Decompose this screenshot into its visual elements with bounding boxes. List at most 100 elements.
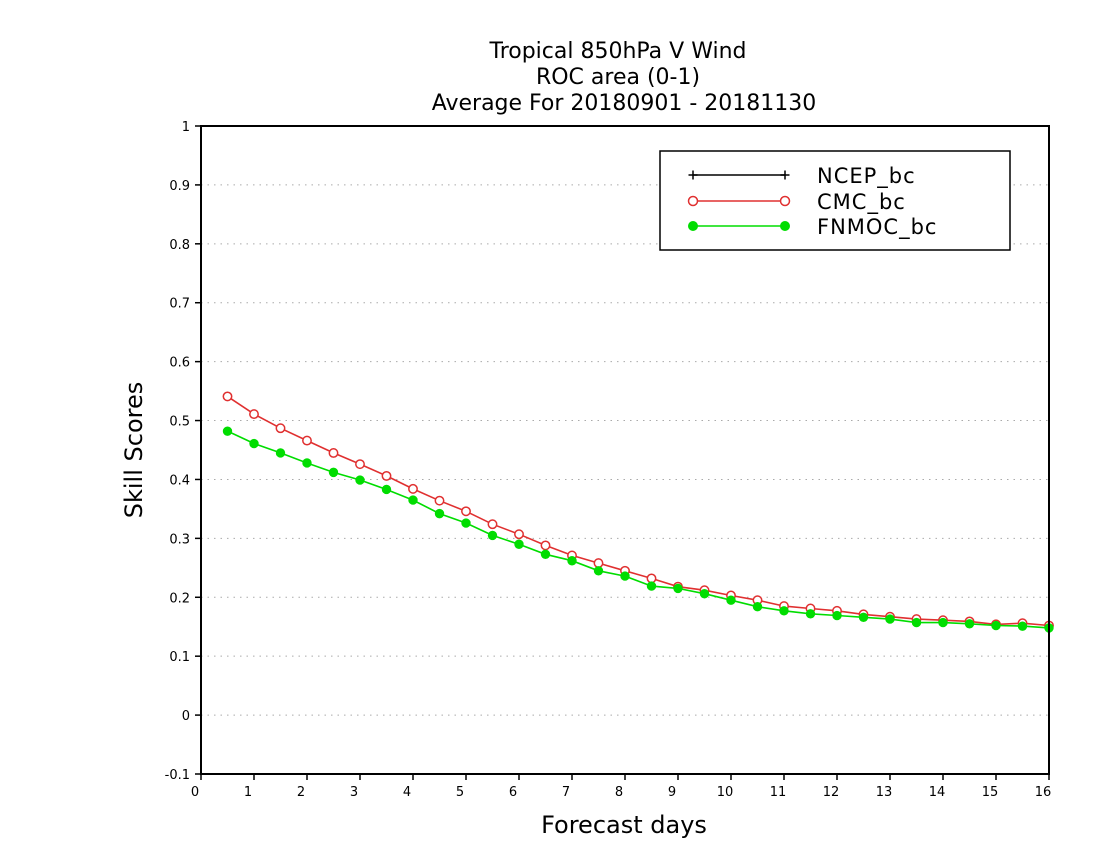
y-tick-label: 0.1 bbox=[169, 650, 190, 665]
axis-ticks: -0.100.10.20.30.40.50.60.70.80.910 1 2 3 4 5 6… bbox=[165, 120, 1052, 800]
data-point bbox=[249, 409, 259, 420]
data-point bbox=[408, 495, 418, 505]
data-point bbox=[222, 426, 233, 436]
x-tick-label: 6 bbox=[509, 785, 517, 800]
data-point bbox=[355, 459, 365, 470]
data-point bbox=[779, 195, 791, 207]
x-tick-label: 14 bbox=[929, 785, 946, 800]
legend-label: NCEP_bc bbox=[817, 164, 916, 189]
data-point bbox=[687, 195, 699, 207]
data-point bbox=[620, 571, 630, 581]
data-point bbox=[540, 549, 551, 559]
chart-title: Tropical 850hPa V Wind ROC area (0-1) Av… bbox=[432, 39, 817, 116]
data-point bbox=[328, 467, 339, 478]
data-point bbox=[688, 221, 698, 231]
data-point bbox=[434, 495, 445, 506]
data-point bbox=[275, 448, 286, 458]
x-tick-label: 0 bbox=[191, 785, 199, 800]
data-point bbox=[275, 423, 286, 434]
data-point bbox=[487, 519, 498, 530]
data-point bbox=[911, 617, 922, 628]
series-layer bbox=[222, 391, 1054, 633]
x-tick-label: 10 bbox=[717, 785, 734, 800]
legend-label: FNMOC_bc bbox=[817, 215, 937, 240]
data-point bbox=[434, 508, 445, 519]
y-tick-label: 0.6 bbox=[169, 356, 190, 371]
data-point bbox=[991, 620, 1001, 631]
legend-item-ncep-bc: NCEP_bc bbox=[688, 164, 916, 189]
plot-frame bbox=[200, 125, 1050, 775]
y-tick-label: 0.8 bbox=[169, 238, 190, 253]
x-tick-label: 16 bbox=[1035, 785, 1052, 800]
y-tick-label: 0.3 bbox=[169, 532, 190, 547]
legend-item-cmc-bc: CMC_bc bbox=[687, 190, 906, 215]
title-line-1: Tropical 850hPa V Wind bbox=[488, 39, 746, 64]
data-point bbox=[780, 170, 790, 180]
x-tick-label: 8 bbox=[615, 785, 623, 800]
data-point bbox=[673, 583, 683, 594]
y-tick-label: 0.4 bbox=[169, 473, 190, 488]
data-point bbox=[646, 573, 657, 584]
data-point bbox=[461, 506, 471, 517]
x-tick-label: 11 bbox=[770, 785, 787, 800]
y-tick-label: 0.7 bbox=[169, 297, 190, 312]
data-point bbox=[780, 221, 790, 231]
data-point bbox=[381, 470, 392, 481]
y-tick-label: 0 bbox=[182, 709, 190, 724]
y-tick-label: 1 bbox=[182, 120, 190, 135]
x-tick-label: 13 bbox=[876, 785, 893, 800]
data-point bbox=[222, 391, 233, 402]
y-tick-label: -0.1 bbox=[165, 768, 190, 783]
data-point bbox=[381, 484, 392, 495]
legend-item-fnmoc-bc: FNMOC_bc bbox=[688, 215, 937, 240]
data-point bbox=[328, 447, 339, 458]
data-point bbox=[779, 606, 789, 616]
x-tick-label: 3 bbox=[350, 785, 358, 800]
series-line bbox=[227, 395, 1050, 627]
data-point bbox=[302, 435, 312, 446]
data-point bbox=[885, 614, 895, 624]
title-line-3: Average For 20180901 - 20181130 bbox=[432, 91, 817, 116]
x-tick-label: 7 bbox=[562, 785, 570, 800]
x-tick-label: 9 bbox=[668, 785, 676, 800]
data-point bbox=[646, 581, 657, 591]
x-axis-label: Forecast days bbox=[541, 811, 707, 839]
data-point bbox=[540, 540, 551, 551]
data-point bbox=[752, 601, 763, 612]
x-tick-label: 1 bbox=[244, 785, 252, 800]
x-tick-label: 4 bbox=[403, 785, 411, 800]
data-point bbox=[408, 483, 418, 494]
data-point bbox=[567, 556, 577, 566]
x-tick-label: 2 bbox=[297, 785, 305, 800]
data-point bbox=[593, 566, 604, 576]
data-point bbox=[487, 530, 498, 541]
data-point bbox=[593, 558, 604, 569]
data-point bbox=[832, 610, 842, 621]
x-tick-label: 15 bbox=[982, 785, 999, 800]
data-point bbox=[302, 458, 312, 468]
data-point bbox=[355, 475, 365, 485]
grid-lines bbox=[201, 184, 1049, 716]
data-point bbox=[858, 612, 869, 623]
y-tick-label: 0.2 bbox=[169, 591, 190, 606]
data-point bbox=[688, 170, 698, 180]
data-point bbox=[1017, 621, 1028, 631]
data-point bbox=[461, 518, 471, 528]
data-point bbox=[514, 529, 524, 540]
legend-label: CMC_bc bbox=[817, 190, 906, 215]
data-point bbox=[726, 595, 736, 605]
y-tick-label: 0.5 bbox=[169, 415, 190, 430]
data-point bbox=[699, 589, 710, 599]
series-fnmoc-bc bbox=[222, 426, 1054, 633]
x-tick-label: 5 bbox=[456, 785, 464, 800]
x-tick-label: 12 bbox=[823, 785, 840, 800]
data-point bbox=[805, 609, 816, 619]
y-axis-label: Skill Scores bbox=[120, 382, 148, 519]
data-point bbox=[938, 617, 948, 628]
data-point bbox=[964, 619, 975, 629]
data-point bbox=[249, 438, 259, 449]
y-tick-label: 0.9 bbox=[169, 179, 190, 194]
